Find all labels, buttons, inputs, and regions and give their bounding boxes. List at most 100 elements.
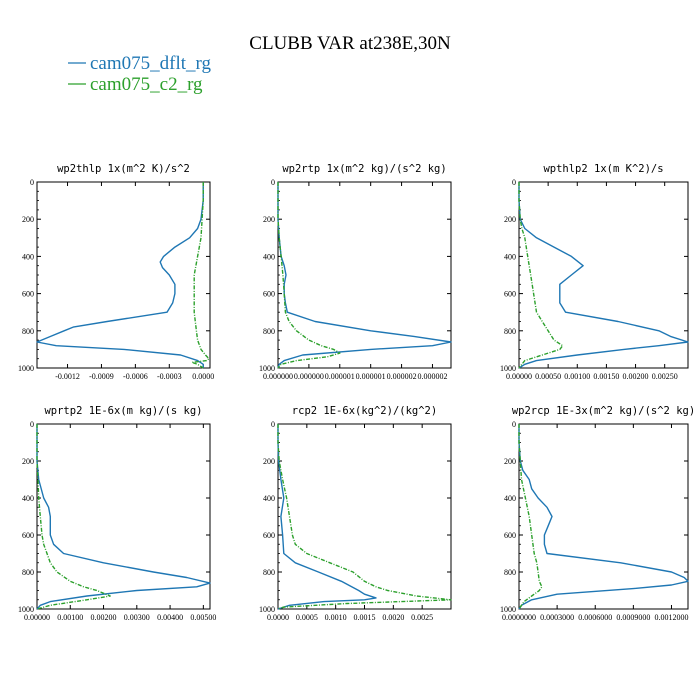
y-tick-label: 800 xyxy=(22,568,34,577)
series-line-c2 xyxy=(518,424,543,610)
y-tick-label: 0 xyxy=(512,420,516,429)
series-line-c2 xyxy=(191,182,210,369)
y-tick-label: 400 xyxy=(504,252,516,261)
x-tick-label: -0.0006 xyxy=(123,372,148,381)
y-tick-label: 200 xyxy=(263,215,275,224)
y-tick-label: 800 xyxy=(263,568,275,577)
panel-title: rcp2 1E-6x(kg^2)/(kg^2) xyxy=(292,405,437,417)
x-tick-label: 0.0010 xyxy=(325,613,347,622)
x-tick-label: 0.0025 xyxy=(411,613,433,622)
legend: cam075_dflt_rg cam075_c2_rg xyxy=(68,53,212,95)
x-tick-label: 0.00200 xyxy=(91,613,117,622)
panel-5: wp2rcp 1E-3x(m^2 kg)/(s^2 kg) 0 200 400 600 8… xyxy=(500,405,695,622)
y-tick-label: 0 xyxy=(271,420,275,429)
panel-title: wpthlp2 1x(m K^2)/s xyxy=(543,163,663,175)
y-tick-label: 800 xyxy=(22,327,34,336)
x-tick-label: 0.00250 xyxy=(652,372,678,381)
panel-title: wp2thlp 1x(m^2 K)/s^2 xyxy=(57,163,190,175)
y-tick-label: 200 xyxy=(22,457,34,466)
x-tick-label: 0.000002 xyxy=(417,372,447,381)
legend-label-1: cam075_c2_rg xyxy=(90,74,203,95)
y-tick-label: 800 xyxy=(504,327,516,336)
panel-4: rcp2 1E-6x(kg^2)/(kg^2) 0 200 400 600 800 1000… xyxy=(259,405,452,622)
y-tick-label: 600 xyxy=(263,531,275,540)
series-line-dflt xyxy=(277,182,452,369)
panel-1: wp2rtp 1x(m^2 kg)/(s^2 kg) 0 200 400 600 800 1… xyxy=(259,163,452,381)
x-tick-label: 0.0005 xyxy=(296,613,318,622)
legend-item-1: cam075_c2_rg xyxy=(68,74,203,95)
x-tick-label: 0.00100 xyxy=(564,372,590,381)
y-tick-label: 1000 xyxy=(259,364,275,373)
x-tick-label: -0.0009 xyxy=(89,372,114,381)
y-tick-label: 0 xyxy=(271,178,275,187)
plot-frame xyxy=(36,423,211,610)
plot-frame xyxy=(277,181,452,369)
series-line-dflt xyxy=(36,182,204,368)
series-line-dflt xyxy=(518,424,689,610)
panel-title: wp2rtp 1x(m^2 kg)/(s^2 kg) xyxy=(282,163,446,175)
x-tick-label: 0.00500 xyxy=(190,613,216,622)
x-tick-label: 0.000000 xyxy=(294,372,324,381)
panel-title: wprtp2 1E-6x(m kg)/(s kg) xyxy=(44,405,202,417)
y-tick-label: 600 xyxy=(263,290,275,299)
series-line-c2 xyxy=(36,424,111,610)
y-tick-label: 0 xyxy=(30,178,34,187)
x-tick-label: 0.0020 xyxy=(382,613,404,622)
x-tick-label: 0.00050 xyxy=(535,372,561,381)
y-tick-label: 200 xyxy=(504,215,516,224)
x-tick-label: 0.0009000 xyxy=(616,613,650,622)
figure-title: CLUBB VAR at238E,30N xyxy=(249,33,451,54)
y-tick-label: 400 xyxy=(22,494,34,503)
x-tick-label: 0.0000 xyxy=(267,613,289,622)
y-tick-label: 400 xyxy=(504,494,516,503)
x-tick-label: 0.0012000 xyxy=(654,613,688,622)
plot-frame xyxy=(518,423,689,610)
x-tick-label: 0.0000 xyxy=(192,372,214,381)
y-tick-label: 0 xyxy=(30,420,34,429)
y-tick-label: 200 xyxy=(504,457,516,466)
panel-3: wprtp2 1E-6x(m kg)/(s kg) 0 200 400 600 800 10… xyxy=(18,405,216,622)
panel-2: wpthlp2 1x(m K^2)/s020040060080010000.00… xyxy=(500,163,689,381)
y-tick-label: 1000 xyxy=(18,605,34,614)
x-tick-label: 0.00400 xyxy=(157,613,183,622)
x-tick-label: 0.00150 xyxy=(593,372,619,381)
x-tick-label: 0.00200 xyxy=(623,372,649,381)
series-line-dflt xyxy=(518,182,689,369)
series-line-c2 xyxy=(277,182,341,369)
y-tick-label: 600 xyxy=(22,531,34,540)
y-tick-label: 1000 xyxy=(500,364,516,373)
x-tick-label: 0.000001 xyxy=(356,372,386,381)
y-tick-label: 600 xyxy=(504,531,516,540)
y-tick-label: 400 xyxy=(263,494,275,503)
y-tick-label: 200 xyxy=(263,457,275,466)
plot-frame xyxy=(518,181,689,369)
x-tick-label: 0.00000 xyxy=(506,372,532,381)
y-tick-label: 1000 xyxy=(259,605,275,614)
x-tick-label: 0.0000000 xyxy=(502,613,536,622)
series-line-dflt xyxy=(36,424,211,610)
x-tick-label: 0.00100 xyxy=(57,613,83,622)
y-tick-label: 800 xyxy=(504,568,516,577)
x-tick-label: -0.0012 xyxy=(55,372,80,381)
y-tick-label: 200 xyxy=(22,215,34,224)
panels: wp2thlp 1x(m^2 K)/s^2 0 200 400 600 800 1000 -0… xyxy=(18,163,695,622)
x-tick-label: 0.000000 xyxy=(263,372,293,381)
y-tick-label: 600 xyxy=(504,290,516,299)
x-tick-label: 0.0006000 xyxy=(578,613,612,622)
y-tick-label: 0 xyxy=(512,178,516,187)
series-line-dflt xyxy=(277,424,377,610)
x-tick-label: 0.00000 xyxy=(24,613,50,622)
x-tick-label: 0.000001 xyxy=(325,372,355,381)
panel-0: wp2thlp 1x(m^2 K)/s^2 0 200 400 600 800 1000 -0… xyxy=(18,163,214,381)
x-tick-label: 0.00300 xyxy=(124,613,150,622)
panel-title: wp2rcp 1E-3x(m^2 kg)/(s^2 kg) xyxy=(512,405,695,417)
plot-frame xyxy=(36,181,211,369)
series-line-c2 xyxy=(277,424,452,610)
y-tick-label: 400 xyxy=(263,252,275,261)
y-tick-label: 800 xyxy=(263,327,275,336)
y-tick-label: 600 xyxy=(22,290,34,299)
y-tick-label: 400 xyxy=(22,252,34,261)
legend-item-0: cam075_dflt_rg xyxy=(68,53,212,74)
x-tick-label: 0.0003000 xyxy=(540,613,574,622)
